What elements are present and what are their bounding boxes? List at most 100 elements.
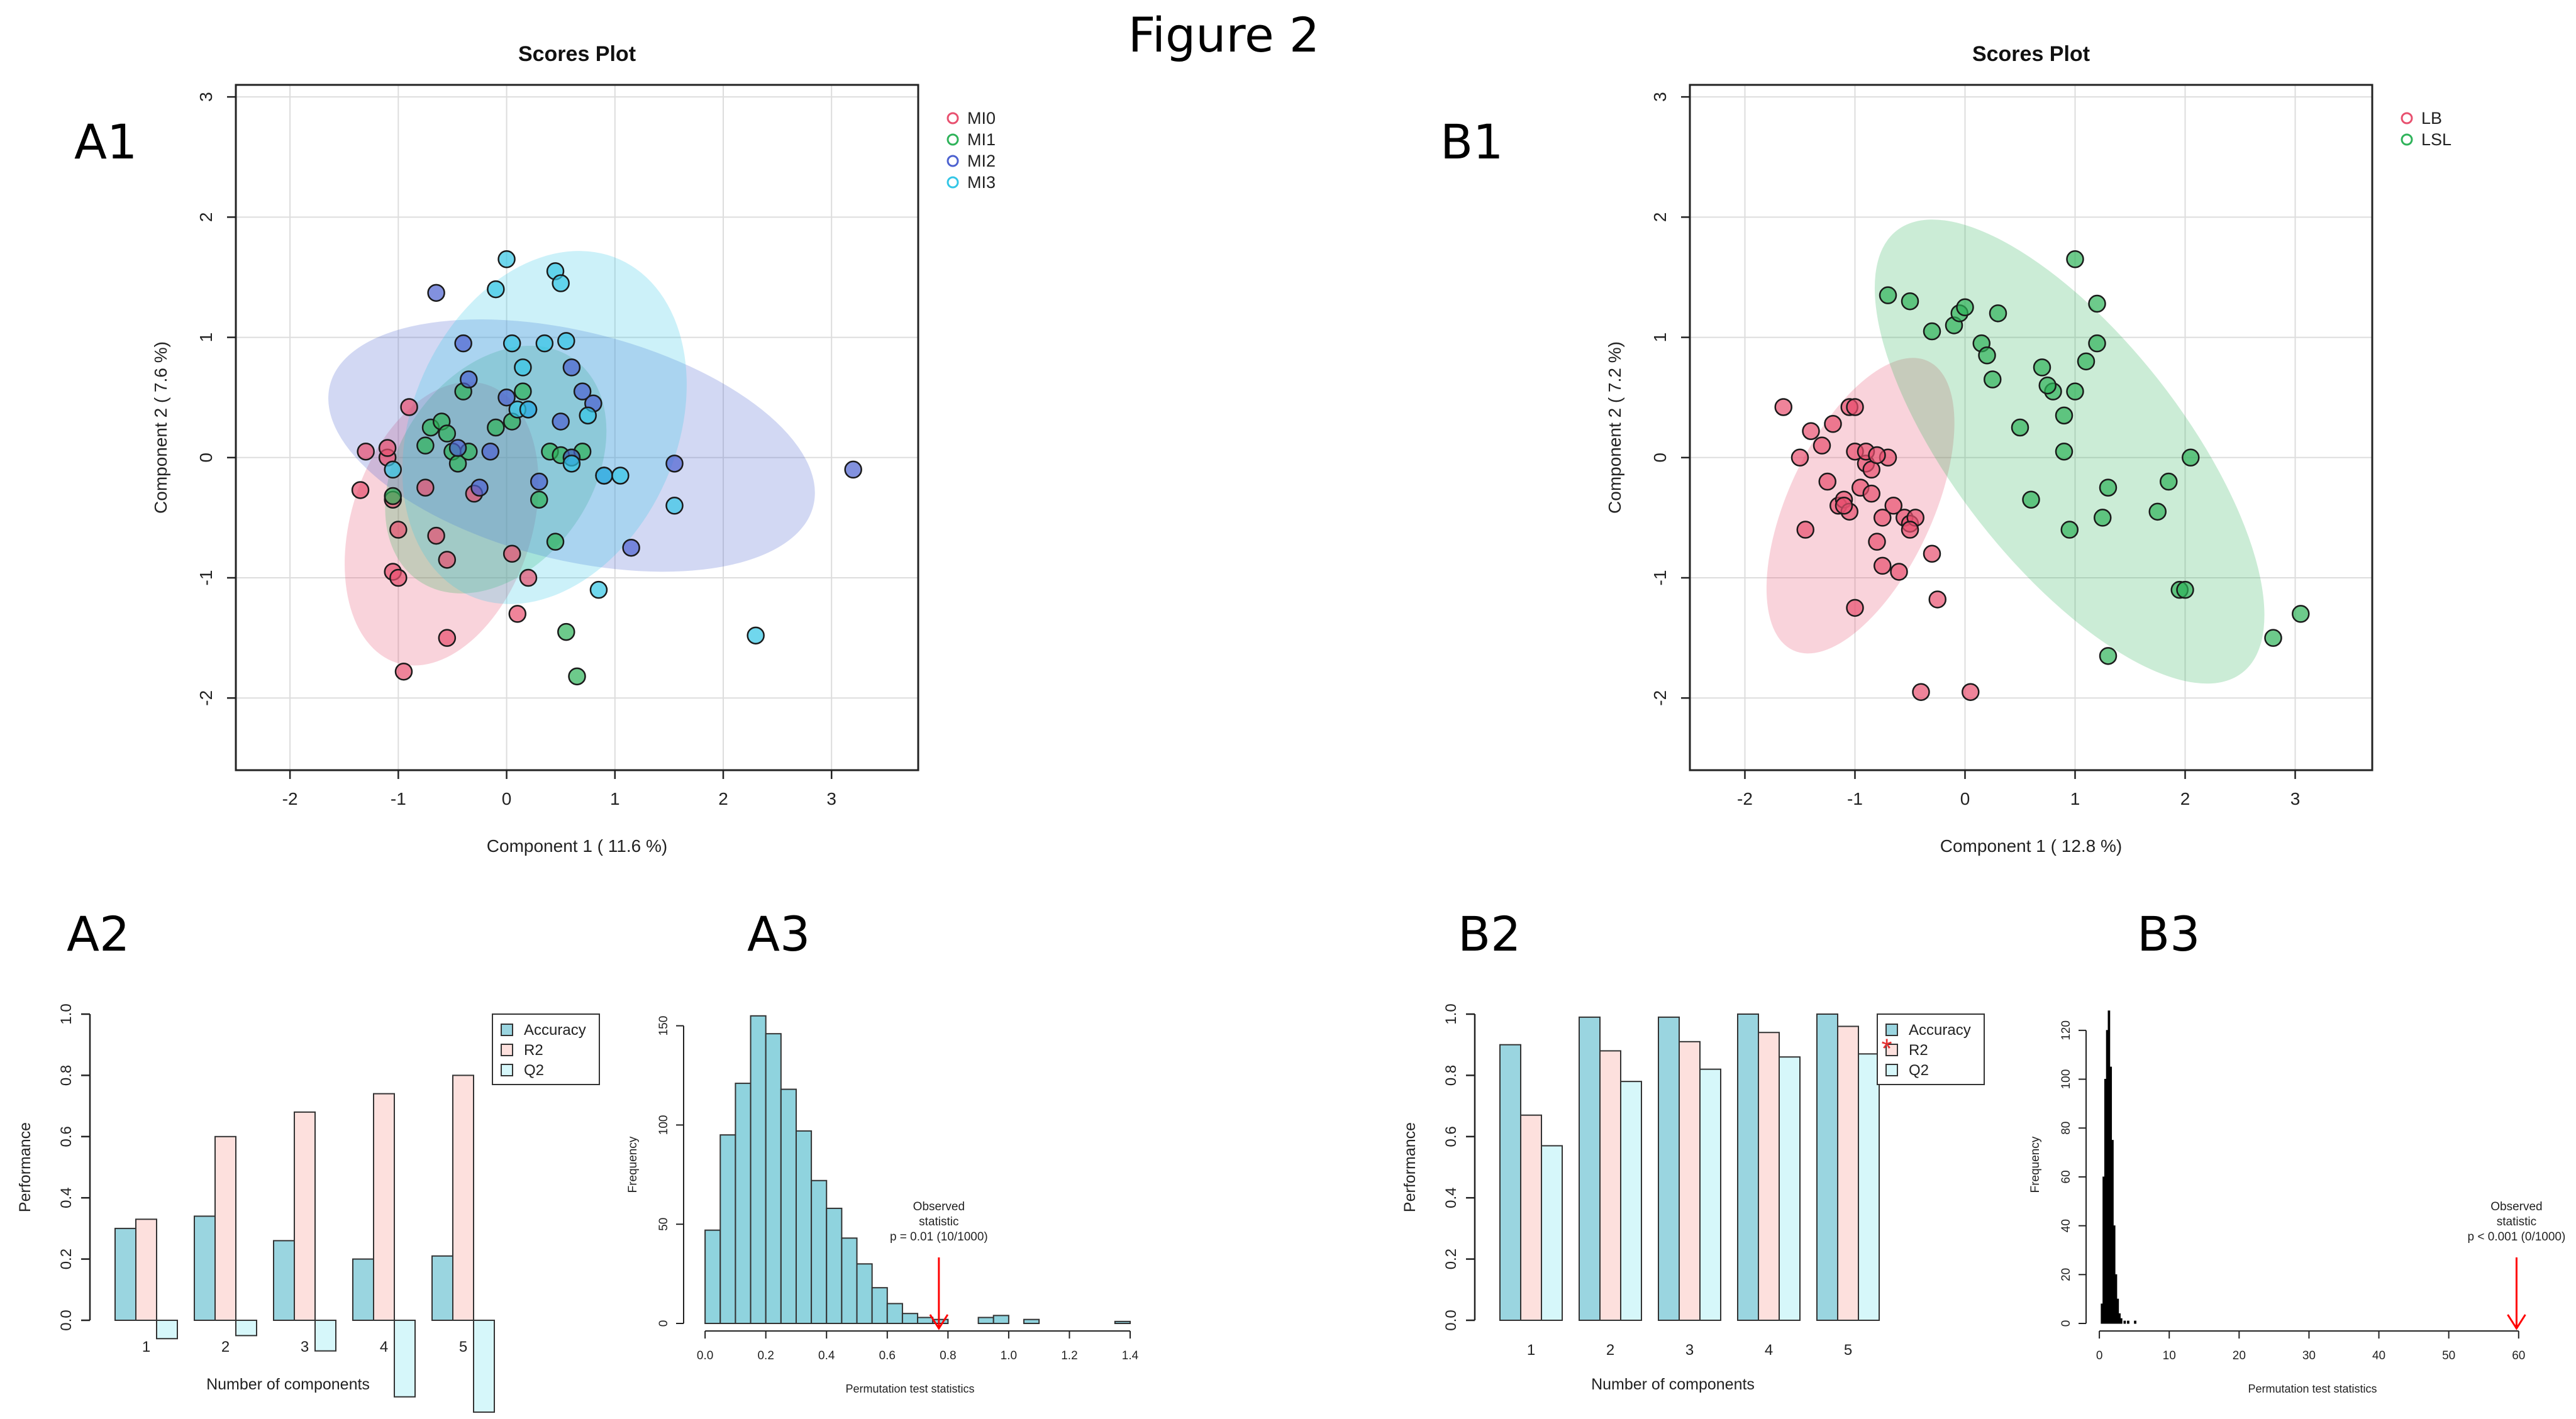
a2-xtick-label: 3 bbox=[301, 1339, 309, 1356]
a1-point-mi2 bbox=[448, 439, 467, 457]
a1-point-mi3 bbox=[552, 274, 570, 292]
b1-point-lsl bbox=[2055, 406, 2074, 425]
b2-bar-accuracy bbox=[1816, 1013, 1838, 1321]
b1-point-lsl bbox=[2148, 502, 2167, 521]
a1-point-mi0 bbox=[416, 478, 435, 497]
b1-x-axis-label: Component 1 ( 12.8 %) bbox=[1940, 836, 2123, 856]
b1-plot-frame bbox=[1689, 84, 2373, 771]
b1-point-lb bbox=[1928, 590, 1946, 609]
b3-ytick-label: 40 bbox=[2060, 1219, 2073, 1232]
a1-ytick-label: 0 bbox=[196, 453, 216, 463]
a2-bar-q2 bbox=[314, 1320, 336, 1352]
b1-point-lsl bbox=[2011, 418, 2029, 437]
b1-point-lb bbox=[1813, 436, 1831, 455]
a3-hist-bar bbox=[856, 1263, 873, 1324]
a1-legend-marker-mi3 bbox=[947, 176, 959, 189]
b2-legend-label-r2: R2 bbox=[1909, 1042, 1928, 1059]
b1-point-lb bbox=[1802, 422, 1820, 440]
a1-point-mi1 bbox=[557, 622, 575, 641]
b1-legend-label-lb: LB bbox=[2421, 109, 2442, 128]
b2-bar-q2 bbox=[1620, 1081, 1642, 1321]
b1-point-lsl bbox=[2292, 605, 2310, 623]
b1-point-lsl bbox=[2066, 382, 2084, 400]
b1-y-axis-label: Component 2 ( 7.2 %) bbox=[1605, 341, 1624, 514]
b1-ytick-label: -2 bbox=[1650, 690, 1670, 706]
a1-point-mi2 bbox=[460, 370, 478, 389]
a2-legend-swatch-accuracy bbox=[501, 1024, 513, 1036]
a1-point-mi1 bbox=[514, 382, 532, 400]
panel-label-b1: B1 bbox=[1440, 114, 1504, 170]
a2-bar-r2 bbox=[373, 1093, 395, 1321]
a1-point-mi2 bbox=[622, 538, 640, 557]
a3-xtick-label: 0.6 bbox=[879, 1349, 896, 1362]
a1-point-mi2 bbox=[481, 442, 499, 461]
a1-x-axis-label: Component 1 ( 11.6 %) bbox=[487, 836, 667, 856]
a1-legend-label-mi2: MI2 bbox=[967, 152, 996, 170]
a1-point-mi3 bbox=[562, 455, 581, 473]
a1-point-mi1 bbox=[416, 436, 435, 455]
a3-xtick-label: 0.0 bbox=[697, 1349, 713, 1362]
b1-point-lb bbox=[1862, 484, 1880, 503]
a1-xtick-label: 1 bbox=[610, 789, 620, 809]
a2-ytick-label: 0.4 bbox=[58, 1188, 75, 1208]
a2-bar-r2 bbox=[452, 1074, 474, 1322]
permutation-histogram-a3: 0.0 0.2 0.4 0.6 0.8 1.0 1.2 1.4 0 50 100 150 Permuta… bbox=[626, 1015, 1139, 1395]
a1-point-mi0 bbox=[357, 442, 375, 461]
b1-point-lsl bbox=[2099, 647, 2118, 665]
b2-xtick-label: 3 bbox=[1685, 1342, 1694, 1359]
a3-hist-bar bbox=[1023, 1318, 1040, 1324]
b2-bar-accuracy bbox=[1499, 1044, 1521, 1321]
b1-point-lsl bbox=[2176, 580, 2194, 599]
b1-point-lsl bbox=[2094, 509, 2112, 527]
b2-bar-r2 bbox=[1758, 1032, 1780, 1321]
a3-xtick-label: 1.0 bbox=[1001, 1349, 1017, 1362]
a1-point-mi3 bbox=[535, 334, 554, 353]
a3-hist-bar bbox=[811, 1179, 828, 1324]
b1-ellipse-lb bbox=[1766, 358, 1955, 654]
a1-point-mi3 bbox=[519, 400, 538, 419]
a1-point-mi2 bbox=[470, 478, 489, 497]
b1-title: Scores Plot bbox=[1972, 42, 2090, 66]
a1-point-mi3 bbox=[611, 467, 630, 485]
b2-bar-r2 bbox=[1599, 1050, 1621, 1321]
a3-xtick-label: 1.2 bbox=[1061, 1349, 1077, 1362]
b2-ytick-label: 1.0 bbox=[1443, 1003, 1460, 1024]
a1-point-mi0 bbox=[438, 629, 457, 647]
a1-point-mi3 bbox=[589, 580, 608, 599]
a1-point-mi3 bbox=[384, 460, 402, 479]
a1-legend-marker-mi1 bbox=[947, 133, 959, 146]
b2-legend-label-accuracy: Accuracy bbox=[1909, 1022, 1971, 1039]
b3-xtick-label: 50 bbox=[2442, 1349, 2455, 1362]
b1-ytick-label: -1 bbox=[1650, 570, 1670, 586]
a3-xtick-label: 0.2 bbox=[757, 1349, 774, 1362]
a1-point-mi0 bbox=[502, 544, 521, 563]
a3-hist-bar bbox=[1114, 1320, 1131, 1324]
b2-legend-swatch-r2 bbox=[1885, 1044, 1898, 1056]
a1-point-mi3 bbox=[514, 358, 532, 377]
b1-point-lsl bbox=[2182, 448, 2200, 467]
b1-point-lb bbox=[1868, 446, 1886, 465]
b2-ytick-label: 0.4 bbox=[1443, 1188, 1460, 1208]
a1-point-mi1 bbox=[568, 667, 586, 686]
b2-ytick-label: 0.8 bbox=[1443, 1065, 1460, 1086]
b1-xtick-label: -1 bbox=[1847, 789, 1863, 809]
a3-hist-bar bbox=[871, 1287, 888, 1324]
a1-ytick-label: 1 bbox=[196, 333, 216, 343]
b3-xtick-label: 30 bbox=[2302, 1349, 2316, 1362]
b2-y-axis-label: Performance bbox=[1401, 1122, 1419, 1212]
a1-y-axis-label: Component 2 ( 7.6 %) bbox=[151, 341, 170, 514]
a3-hist-bar bbox=[886, 1303, 903, 1324]
scores-plot-b1: -2 -1 0 1 2 3 -2 -1 0 1 2 3 Scores Plot Component 1 (… bbox=[1605, 42, 2451, 856]
a3-hist-bar bbox=[977, 1317, 994, 1324]
a2-ytick-label: 0.8 bbox=[58, 1065, 75, 1086]
a1-point-mi3 bbox=[665, 497, 684, 515]
b3-ytick-label: 80 bbox=[2060, 1122, 2073, 1135]
a1-point-mi0 bbox=[427, 526, 445, 545]
b3-xtick-label: 20 bbox=[2233, 1349, 2246, 1362]
a2-legend-swatch-r2 bbox=[501, 1044, 513, 1056]
b1-point-lb bbox=[1790, 448, 1809, 467]
a1-title: Scores Plot bbox=[518, 42, 636, 66]
a1-point-mi3 bbox=[579, 406, 597, 425]
performance-chart-a2: 1 2 3 4 5 0.0 0.2 0.4 0.6 0.8 1.0 Number of compone… bbox=[16, 1003, 600, 1413]
a1-legend-marker-mi2 bbox=[947, 155, 959, 167]
